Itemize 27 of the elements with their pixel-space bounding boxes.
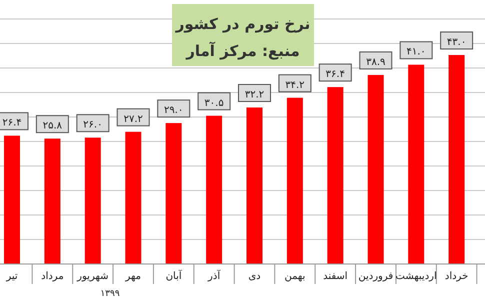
x-tick-label: بهمن bbox=[284, 271, 306, 282]
data-label: ۲۶.۰ bbox=[83, 120, 102, 131]
x-tick-label: خرداد bbox=[444, 271, 468, 282]
data-label: ۴۳.۰ bbox=[446, 37, 466, 48]
data-label: ۳۲.۲ bbox=[244, 89, 264, 100]
data-label: ۲۶.۴ bbox=[2, 118, 22, 129]
data-label: ۲۹.۰ bbox=[164, 105, 184, 116]
x-tick-label: اسفند bbox=[323, 271, 348, 282]
data-label: ۲۷.۲ bbox=[124, 114, 143, 125]
chart-title: نرخ تورم در کشور bbox=[174, 15, 310, 33]
x-tick-label: دی bbox=[248, 271, 261, 282]
x-tick-label: فروردین bbox=[358, 271, 394, 282]
x-tick-label: مرداد bbox=[41, 271, 64, 282]
x-tick-label: مهر bbox=[124, 271, 141, 282]
x-tick-label: آبان bbox=[166, 269, 183, 282]
data-label: ۳۸.۹ bbox=[366, 56, 386, 68]
chart-subtitle: منبع: مرکز آمار bbox=[185, 41, 300, 60]
x-tick-label: شهریور bbox=[76, 271, 108, 282]
x-tick-label: آذر bbox=[207, 269, 222, 282]
data-label: ۲۵.۸ bbox=[42, 120, 63, 132]
data-label: ۴۱.۰ bbox=[406, 46, 426, 58]
x-tick-label: اردیبهشت bbox=[396, 271, 437, 282]
data-label: ۳۶.۴ bbox=[326, 69, 345, 80]
text: ۱۳۹۹ bbox=[100, 289, 120, 299]
data-label: ۳۴.۲ bbox=[285, 80, 305, 91]
x-tick-label: تیر bbox=[5, 271, 18, 282]
data-label: ۳۰.۵ bbox=[204, 98, 224, 109]
